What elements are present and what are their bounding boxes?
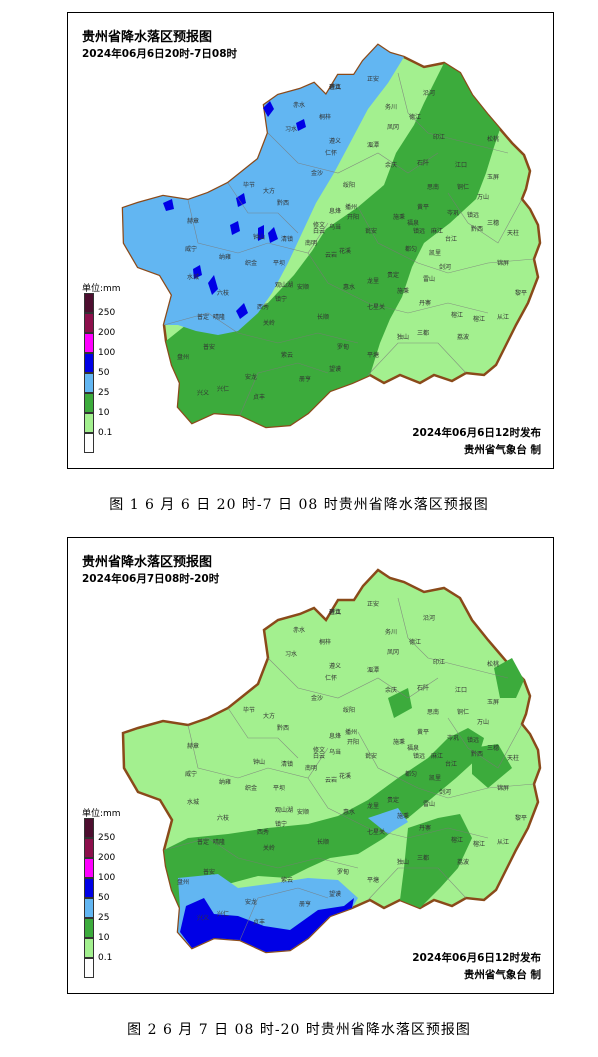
legend-label: 100 <box>98 873 116 883</box>
map-2-frame: 贵州省降水落区预报图 2024年06月7日08时-20时 单位:mm 2 <box>67 537 554 994</box>
map-1-period: 2024年06月6日20时-7日08时 <box>82 48 238 60</box>
map-2-rain-25mm-c <box>368 808 408 834</box>
map-2-period: 2024年06月7日08时-20时 <box>82 573 220 585</box>
map-2-county-lines <box>163 597 535 941</box>
legend-label: 250 <box>98 308 116 318</box>
legend-label: 0.1 <box>98 428 113 438</box>
map-2-rain-50mm <box>180 898 354 952</box>
legend-swatch <box>84 353 94 373</box>
map-2-issuer: 贵州省气象台 制 <box>463 969 541 981</box>
map-2-rain-10mm-se <box>400 814 472 908</box>
map-2-issued: 2024年06月6日12时发布 <box>412 952 541 964</box>
legend-label: 250 <box>98 833 116 843</box>
legend-swatch <box>84 958 94 978</box>
map-2-rain-10mm-ne <box>494 658 524 698</box>
legend-swatch <box>84 918 94 938</box>
legend-swatch <box>84 838 94 858</box>
legend-swatch <box>84 818 94 838</box>
legend-swatch <box>84 938 94 958</box>
legend-swatch <box>84 333 94 353</box>
legend-swatch <box>84 313 94 333</box>
legend-swatch <box>84 293 94 313</box>
map-2-rain-10mm-e <box>472 744 512 788</box>
map-2-precipitation-svg <box>121 568 542 954</box>
legend-swatch <box>84 898 94 918</box>
map-1-frame: 贵州省降水落区预报图 2024年06月6日20时-7日08时 <box>67 12 554 469</box>
map-2-caption: 图 2 6 月 7 日 08 时-20 时贵州省降水落区预报图 <box>127 1022 471 1038</box>
legend-swatch <box>84 373 94 393</box>
legend-swatch <box>84 858 94 878</box>
legend-swatch <box>84 393 94 413</box>
legend-label: 50 <box>98 368 110 378</box>
legend-label: 25 <box>98 913 110 923</box>
map-1-legend: 单位:mm 250 200 100 50 25 10 0.1 <box>82 281 122 461</box>
map-1-legend-unit: 单位:mm <box>82 284 121 294</box>
legend-swatch <box>84 433 94 453</box>
map-1-issuer: 贵州省气象台 制 <box>463 444 541 456</box>
map-1-issued: 2024年06月6日12时发布 <box>412 427 541 439</box>
map-1-rain-25mm <box>123 45 404 335</box>
legend-label: 25 <box>98 388 110 398</box>
map-1-precipitation-svg <box>121 43 542 429</box>
legend-label: 10 <box>98 933 110 943</box>
legend-label: 50 <box>98 893 110 903</box>
legend-label: 100 <box>98 348 116 358</box>
map-2-rain-10mm-c <box>388 688 412 718</box>
legend-label: 200 <box>98 328 116 338</box>
map-1-county-lines <box>163 72 535 416</box>
legend-label: 200 <box>98 853 116 863</box>
map-2-rain-10mm-south <box>164 728 484 908</box>
map-1-caption: 图 1 6 月 6 日 20 时-7 日 08 时贵州省降水落区预报图 <box>109 497 489 513</box>
map-2-legend-unit: 单位:mm <box>82 809 121 819</box>
legend-swatch <box>84 413 94 433</box>
map-1-title: 贵州省降水落区预报图 <box>82 30 213 45</box>
map-1-rain-50mm <box>163 101 306 319</box>
legend-label: 10 <box>98 408 110 418</box>
map-2-legend: 单位:mm 250 200 100 50 25 10 0.1 <box>82 806 122 986</box>
map-2-title: 贵州省降水落区预报图 <box>82 555 213 570</box>
legend-label: 0.1 <box>98 953 113 963</box>
legend-swatch <box>84 878 94 898</box>
map-1-issue-info: 2024年06月6日12时发布 贵州省气象台 制 <box>412 425 541 459</box>
map-2-issue-info: 2024年06月6日12时发布 贵州省气象台 制 <box>412 950 541 984</box>
